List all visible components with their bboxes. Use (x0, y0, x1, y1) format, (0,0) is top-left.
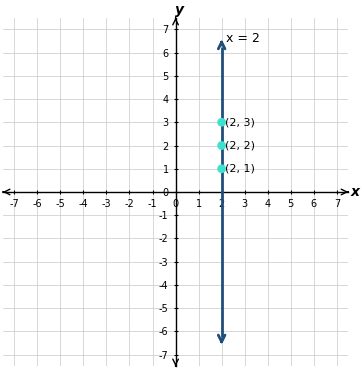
Text: x: x (351, 185, 360, 199)
Text: (2, 2): (2, 2) (225, 141, 255, 151)
Point (219, 166, 224, 172)
Text: (2, 1): (2, 1) (225, 164, 255, 174)
Text: (2, 3): (2, 3) (225, 117, 255, 127)
Point (219, 119, 224, 125)
Text: y: y (174, 3, 184, 17)
Point (219, 142, 224, 148)
Text: x = 2: x = 2 (226, 32, 260, 45)
